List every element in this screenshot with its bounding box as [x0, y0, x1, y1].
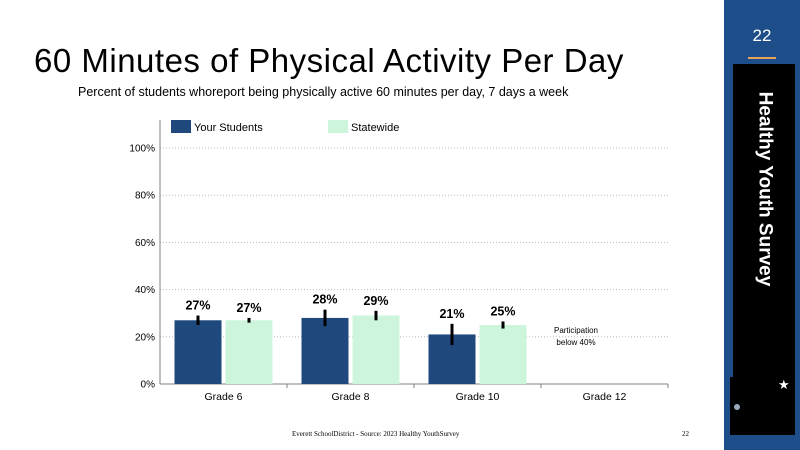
slide-title: 60 Minutes of Physical Activity Per Day	[34, 42, 624, 79]
x-tick-label: Grade 6	[205, 391, 243, 403]
y-tick-label: 40%	[135, 285, 155, 296]
y-tick-label: 100%	[129, 144, 155, 155]
legend-swatch	[171, 120, 191, 133]
bar-chart: 0% 20% 40% 60% 80% 100% Grade 6 Grade 8 Grade 10…	[129, 120, 669, 403]
survey-label-container: Healthy Youth Survey	[733, 64, 795, 314]
data-label: 27%	[185, 299, 210, 313]
footer-source: Everett SchoolDistrict - Source: 2023 He…	[292, 430, 460, 438]
logo-dot-icon	[734, 404, 740, 410]
slide-subtitle: Percent of students whoreport being phys…	[78, 85, 569, 99]
star-icon: ★	[778, 377, 790, 392]
data-label: 21%	[439, 307, 464, 321]
y-tick-label: 20%	[135, 332, 155, 343]
x-tick-label: Grade 10	[456, 391, 500, 403]
data-label: 25%	[490, 304, 515, 318]
legend-label: Statewide	[351, 122, 399, 134]
bar	[174, 320, 222, 384]
page-number: 22	[752, 26, 772, 45]
survey-band	[733, 64, 795, 435]
annotation-line-1: Participation	[554, 326, 598, 335]
legend-layer: Your Students Statewide	[171, 120, 399, 134]
data-label: 29%	[363, 294, 388, 308]
page-number-box: 22	[724, 0, 800, 60]
bar	[301, 317, 349, 384]
bar	[352, 315, 400, 384]
legend-label: Your Students	[194, 122, 263, 134]
page-number-divider	[748, 57, 776, 59]
data-label: 27%	[236, 301, 261, 315]
bar	[225, 320, 273, 384]
y-tick-label: 80%	[135, 191, 155, 202]
x-tick-label: Grade 8	[332, 391, 370, 403]
x-tick-label: Grade 12	[583, 391, 627, 403]
data-label: 28%	[312, 293, 337, 307]
y-tick-label: 0%	[141, 380, 156, 391]
survey-label: Healthy Youth Survey	[754, 91, 776, 287]
legend-swatch	[328, 120, 348, 133]
annotation-line-2: below 40%	[556, 338, 595, 347]
y-tick-label: 60%	[135, 238, 155, 249]
bar	[479, 325, 527, 384]
footer-page-number: 22	[682, 430, 689, 438]
bar-layer: 27% 27% 28% 29% 21% 25%	[174, 293, 527, 384]
logo	[730, 377, 790, 435]
